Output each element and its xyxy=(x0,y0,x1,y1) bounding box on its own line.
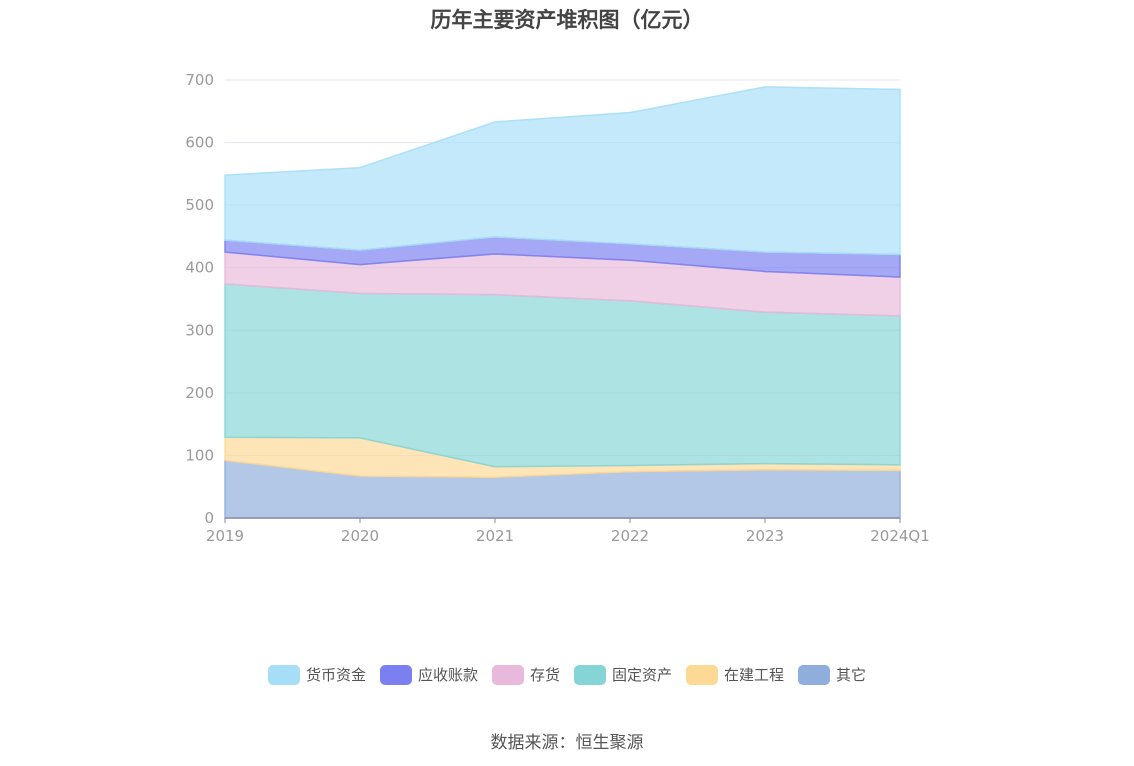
legend-label: 其它 xyxy=(836,666,867,684)
legend-swatch xyxy=(686,664,719,685)
legend: 货币资金 应收账款 存货 固定资产 在建工程 其它 xyxy=(0,664,1134,685)
source-note: 数据来源：恒生聚源 xyxy=(490,733,644,753)
legend-label: 货币资金 xyxy=(305,666,366,684)
x-tick-label: 2021 xyxy=(476,527,514,545)
y-tick-label: 500 xyxy=(185,196,214,214)
legend-swatch xyxy=(491,664,524,685)
legend-label: 应收账款 xyxy=(417,666,478,684)
legend-swatch xyxy=(379,664,412,685)
legend-item[interactable]: 其它 xyxy=(798,664,866,685)
legend-swatch xyxy=(798,664,831,685)
y-tick-label: 100 xyxy=(185,446,214,464)
legend-item[interactable]: 应收账款 xyxy=(379,664,478,685)
y-tick-label: 600 xyxy=(185,134,214,152)
axes: 0 100 200 300 400 500 600 700 2019 2020 2021 2022 20… xyxy=(185,71,929,545)
x-tick-label: 2019 xyxy=(206,527,244,545)
series-area xyxy=(224,86,901,256)
legend-label: 存货 xyxy=(529,666,560,684)
legend-item[interactable]: 在建工程 xyxy=(686,664,784,685)
legend-label: 在建工程 xyxy=(724,666,785,684)
y-tick-label: 200 xyxy=(185,384,214,402)
legend-item[interactable]: 固定资产 xyxy=(574,664,672,685)
series-areas xyxy=(224,86,901,519)
x-tick-label: 2022 xyxy=(611,527,649,545)
x-tick-label: 2024Q1 xyxy=(870,527,930,545)
y-tick-label: 300 xyxy=(185,321,214,339)
legend-swatch xyxy=(267,664,300,685)
chart-title: 历年主要资产堆积图（亿元） xyxy=(430,8,704,32)
x-tick-label: 2023 xyxy=(746,527,784,545)
legend-item[interactable]: 货币资金 xyxy=(267,664,366,685)
y-tick-label: 400 xyxy=(185,259,214,277)
legend-swatch xyxy=(574,664,606,685)
legend-label: 固定资产 xyxy=(612,666,673,684)
legend-item[interactable]: 存货 xyxy=(491,664,560,685)
x-tick-label: 2020 xyxy=(341,527,379,545)
y-tick-label: 700 xyxy=(185,71,214,89)
y-tick-label: 0 xyxy=(204,509,214,527)
